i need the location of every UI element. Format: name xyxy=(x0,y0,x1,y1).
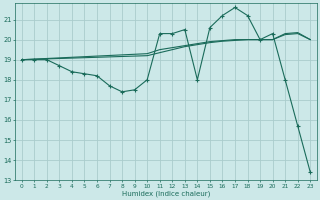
X-axis label: Humidex (Indice chaleur): Humidex (Indice chaleur) xyxy=(122,190,210,197)
